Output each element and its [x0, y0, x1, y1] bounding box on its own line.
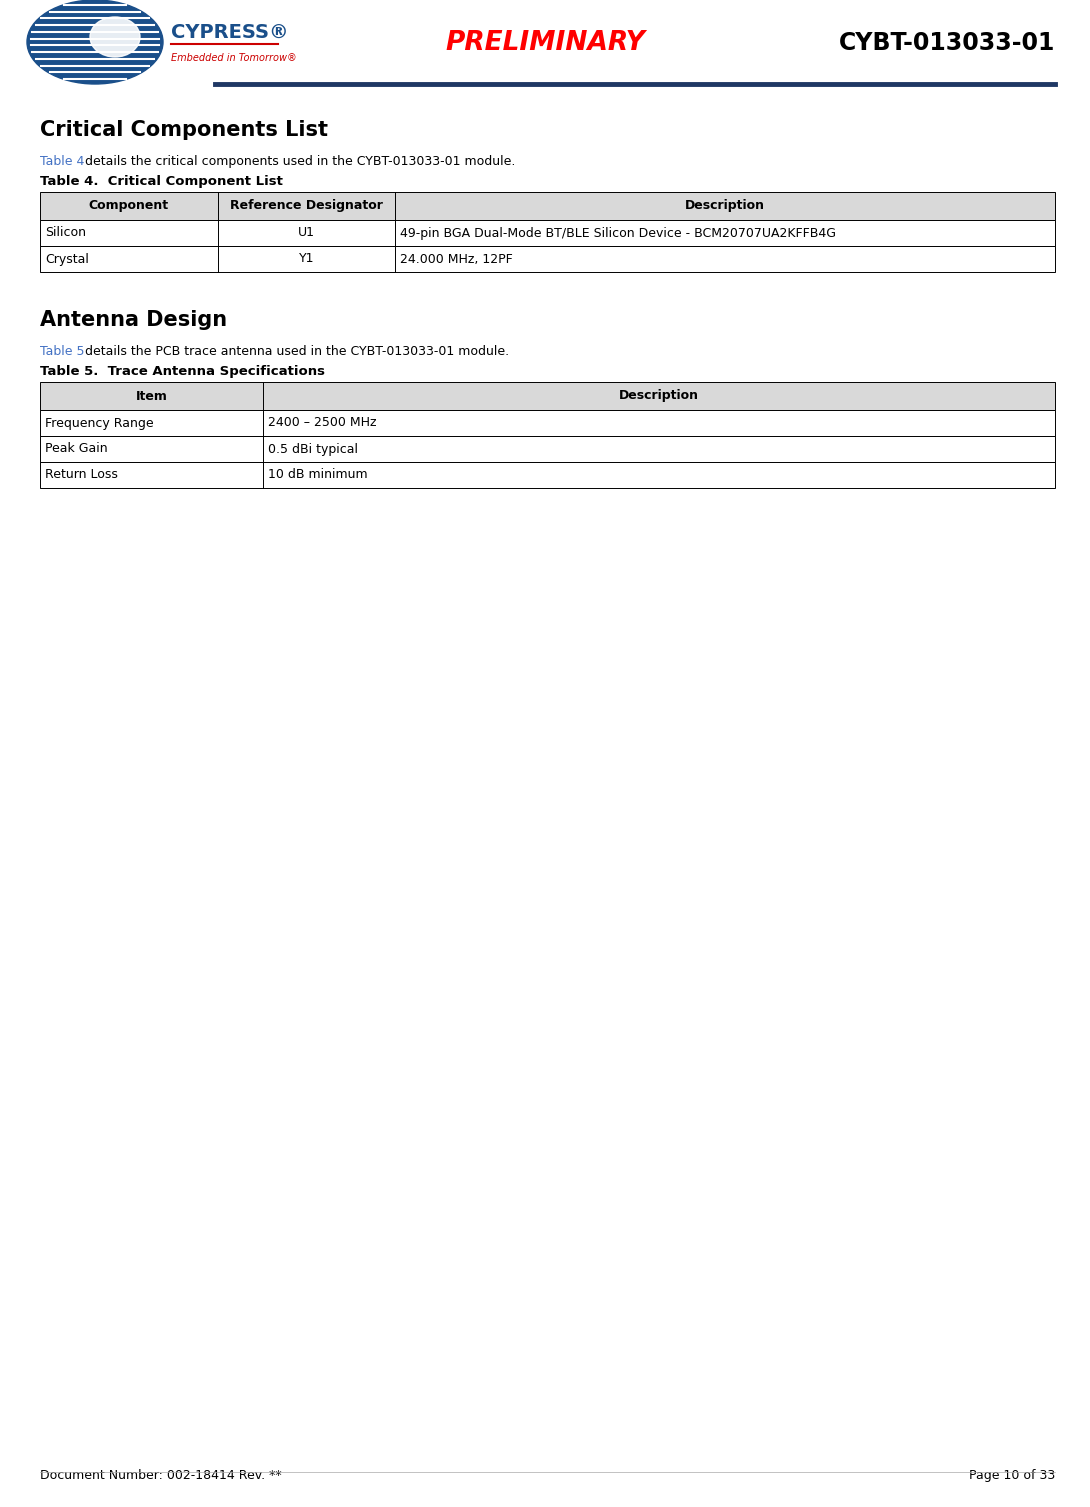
- Text: Critical Components List: Critical Components List: [40, 121, 328, 140]
- Text: Crystal: Crystal: [45, 253, 89, 265]
- Text: details the PCB trace antenna used in the CYBT-013033-01 module.: details the PCB trace antenna used in th…: [81, 345, 509, 359]
- Bar: [40, 463, 1055, 488]
- Text: Page 10 of 33: Page 10 of 33: [969, 1469, 1055, 1481]
- Bar: [40, 246, 1055, 271]
- Text: Return Loss: Return Loss: [45, 469, 118, 482]
- Bar: [40, 381, 1055, 410]
- Text: Embedded in Tomorrow®: Embedded in Tomorrow®: [171, 53, 296, 63]
- Bar: [40, 410, 1055, 436]
- Text: CYBT-013033-01: CYBT-013033-01: [838, 32, 1055, 56]
- Text: 10 dB minimum: 10 dB minimum: [268, 469, 368, 482]
- Text: Peak Gain: Peak Gain: [45, 443, 108, 455]
- Bar: [40, 220, 1055, 246]
- Bar: [40, 436, 1055, 463]
- Text: Frequency Range: Frequency Range: [45, 416, 154, 429]
- Text: U1: U1: [298, 226, 315, 240]
- Text: Description: Description: [686, 199, 765, 212]
- Text: Table 5.  Trace Antenna Specifications: Table 5. Trace Antenna Specifications: [40, 365, 325, 378]
- Bar: [40, 191, 1055, 220]
- Text: 49-pin BGA Dual-Mode BT/BLE Silicon Device - BCM20707UA2KFFB4G: 49-pin BGA Dual-Mode BT/BLE Silicon Devi…: [400, 226, 836, 240]
- Text: Component: Component: [88, 199, 169, 212]
- Text: Silicon: Silicon: [45, 226, 86, 240]
- Text: Table 4.  Critical Component List: Table 4. Critical Component List: [40, 175, 283, 188]
- Ellipse shape: [90, 17, 140, 57]
- Text: Document Number: 002-18414 Rev. **: Document Number: 002-18414 Rev. **: [40, 1469, 281, 1481]
- Text: Antenna Design: Antenna Design: [40, 310, 227, 330]
- Text: CYPRESS®: CYPRESS®: [171, 23, 289, 42]
- Text: details the critical components used in the CYBT-013033-01 module.: details the critical components used in …: [81, 155, 514, 167]
- Text: 24.000 MHz, 12PF: 24.000 MHz, 12PF: [400, 253, 513, 265]
- Text: Item: Item: [136, 389, 168, 402]
- Text: Reference Designator: Reference Designator: [230, 199, 383, 212]
- Text: 2400 – 2500 MHz: 2400 – 2500 MHz: [268, 416, 377, 429]
- Text: Table 4: Table 4: [40, 155, 84, 167]
- Text: 0.5 dBi typical: 0.5 dBi typical: [268, 443, 359, 455]
- Text: Y1: Y1: [299, 253, 314, 265]
- Text: Description: Description: [619, 389, 699, 402]
- Text: Table 5: Table 5: [40, 345, 85, 359]
- Ellipse shape: [27, 0, 164, 84]
- Text: PRELIMINARY: PRELIMINARY: [445, 30, 645, 56]
